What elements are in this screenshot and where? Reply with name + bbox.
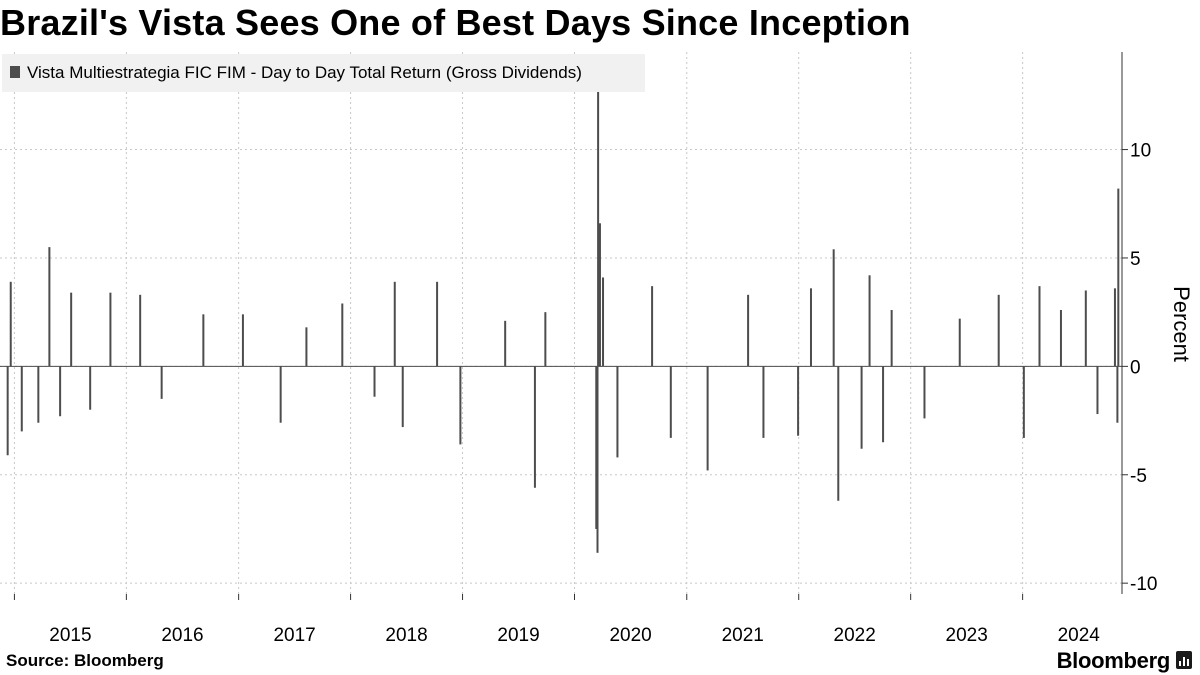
return-bar	[459, 366, 462, 445]
x-tick-label: 2020	[609, 625, 651, 646]
return-bar	[595, 366, 598, 529]
x-tick-label: 2017	[273, 625, 315, 646]
y-axis-title: Percent	[1169, 286, 1194, 362]
return-bar	[616, 366, 619, 458]
return-bar	[762, 366, 765, 438]
x-tick-label: 2021	[722, 625, 764, 646]
return-bar	[890, 309, 893, 367]
return-bar	[706, 366, 709, 471]
return-bar	[6, 366, 9, 456]
return-bar	[544, 312, 547, 367]
return-bar	[160, 366, 163, 399]
return-bar	[202, 314, 205, 367]
return-bar	[373, 366, 376, 397]
bloomberg-terminal-icon	[1176, 651, 1192, 669]
chart-title: Brazil's Vista Sees One of Best Days Sin…	[0, 2, 911, 43]
y-tick-label: -5	[1130, 466, 1147, 487]
y-tick-label: 0	[1130, 357, 1141, 378]
legend-swatch	[10, 66, 20, 78]
return-bar	[341, 303, 344, 367]
return-bar	[393, 281, 396, 367]
return-bar	[597, 88, 600, 367]
return-bar	[860, 366, 863, 449]
return-bar	[70, 292, 73, 367]
return-bar	[868, 275, 871, 367]
x-tick-label: 2022	[834, 625, 876, 646]
x-tick-label: 2015	[49, 625, 91, 646]
return-bar	[651, 286, 654, 367]
return-bar	[59, 366, 62, 417]
return-bar	[602, 277, 605, 367]
return-bar	[401, 366, 404, 428]
return-bar	[1117, 188, 1120, 367]
source-note: Source: Bloomberg	[6, 651, 164, 670]
x-tick-label: 2024	[1058, 625, 1101, 646]
y-tick-label: 5	[1130, 249, 1141, 270]
x-tick-label: 2019	[497, 625, 539, 646]
return-bar	[48, 247, 51, 367]
series-bars	[6, 88, 1120, 553]
return-bar	[1022, 366, 1025, 438]
return-bar	[1096, 366, 1099, 415]
return-bar	[958, 318, 961, 367]
return-bar	[747, 294, 750, 367]
legend-label: Vista Multiestrategia FIC FIM - Day to D…	[27, 63, 582, 82]
x-tick-label: 2023	[946, 625, 988, 646]
grid	[0, 52, 1122, 594]
return-bar	[882, 366, 885, 443]
return-bar	[1059, 309, 1062, 367]
return-bar	[797, 366, 800, 436]
return-bar	[1116, 366, 1119, 423]
bloomberg-logo: Bloomberg	[1056, 648, 1171, 673]
return-bar	[598, 223, 601, 367]
x-tick-label: 2016	[161, 625, 203, 646]
return-bar	[533, 366, 536, 488]
legend: Vista Multiestrategia FIC FIM - Day to D…	[2, 54, 645, 92]
y-tick-label: -10	[1130, 574, 1157, 595]
return-bar	[109, 292, 112, 367]
return-bar	[1084, 290, 1087, 367]
return-bar	[837, 366, 840, 501]
x-tick-label: 2018	[385, 625, 427, 646]
return-bar	[305, 327, 308, 367]
return-bar	[139, 294, 142, 367]
return-bar	[504, 320, 507, 367]
return-bar	[809, 288, 812, 367]
return-bar	[89, 366, 92, 410]
return-bar	[669, 366, 672, 438]
return-bar	[436, 281, 439, 367]
return-bar	[596, 366, 599, 553]
y-tick-label: 10	[1130, 141, 1151, 162]
x-axis: 2015 2016 2017 2018 2019 2020 2021 2022 2023 2024	[13, 594, 1101, 646]
y-axis: 10 5 0 -5 -10	[1121, 52, 1157, 595]
return-bar	[1113, 288, 1116, 367]
return-bar	[9, 281, 12, 367]
return-bar	[241, 314, 244, 367]
legend-background	[2, 54, 645, 92]
return-bar	[997, 294, 1000, 367]
return-bar	[37, 366, 40, 423]
return-bar	[923, 366, 926, 419]
return-bar	[20, 366, 23, 432]
return-bar	[1038, 286, 1041, 367]
return-bar	[832, 249, 835, 367]
return-bar	[279, 366, 282, 423]
